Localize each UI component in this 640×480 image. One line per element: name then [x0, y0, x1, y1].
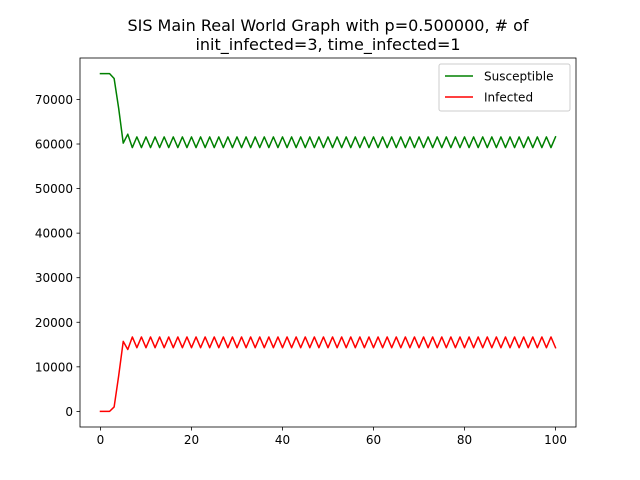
series-layer [99, 72, 557, 413]
legend-label-infected: Infected [484, 91, 533, 105]
chart-title-line-1: SIS Main Real World Graph with p=0.50000… [127, 16, 529, 35]
y-tick-label: 10000 [35, 360, 73, 374]
axes-layer [79, 57, 577, 428]
legend-label-susceptible: Susceptible [484, 70, 553, 84]
x-tick-label: 100 [544, 433, 567, 447]
y-tick-label: 60000 [35, 138, 73, 152]
x-tick-label: 60 [366, 433, 381, 447]
x-tick-label: 20 [184, 433, 199, 447]
y-tick-label: 0 [65, 405, 73, 419]
y-tick-label: 40000 [35, 227, 73, 241]
ticks-layer: 0 20 40 60 80 100 0 10000 20000 30000 40000 50000 60… [35, 93, 567, 447]
y-tick-label: 20000 [35, 316, 73, 330]
series-line-infected [99, 336, 557, 413]
legend: Susceptible Infected [438, 63, 571, 112]
x-tick-label: 40 [275, 433, 290, 447]
plot-frame [79, 57, 577, 428]
y-tick-label: 70000 [35, 93, 73, 107]
x-tick-label: 80 [457, 433, 472, 447]
y-tick-label: 50000 [35, 182, 73, 196]
x-tick-label: 0 [97, 433, 105, 447]
series-line-susceptible [99, 72, 557, 149]
chart-title-line-2: init_infected=3, time_infected=1 [195, 35, 461, 54]
y-tick-label: 30000 [35, 271, 73, 285]
